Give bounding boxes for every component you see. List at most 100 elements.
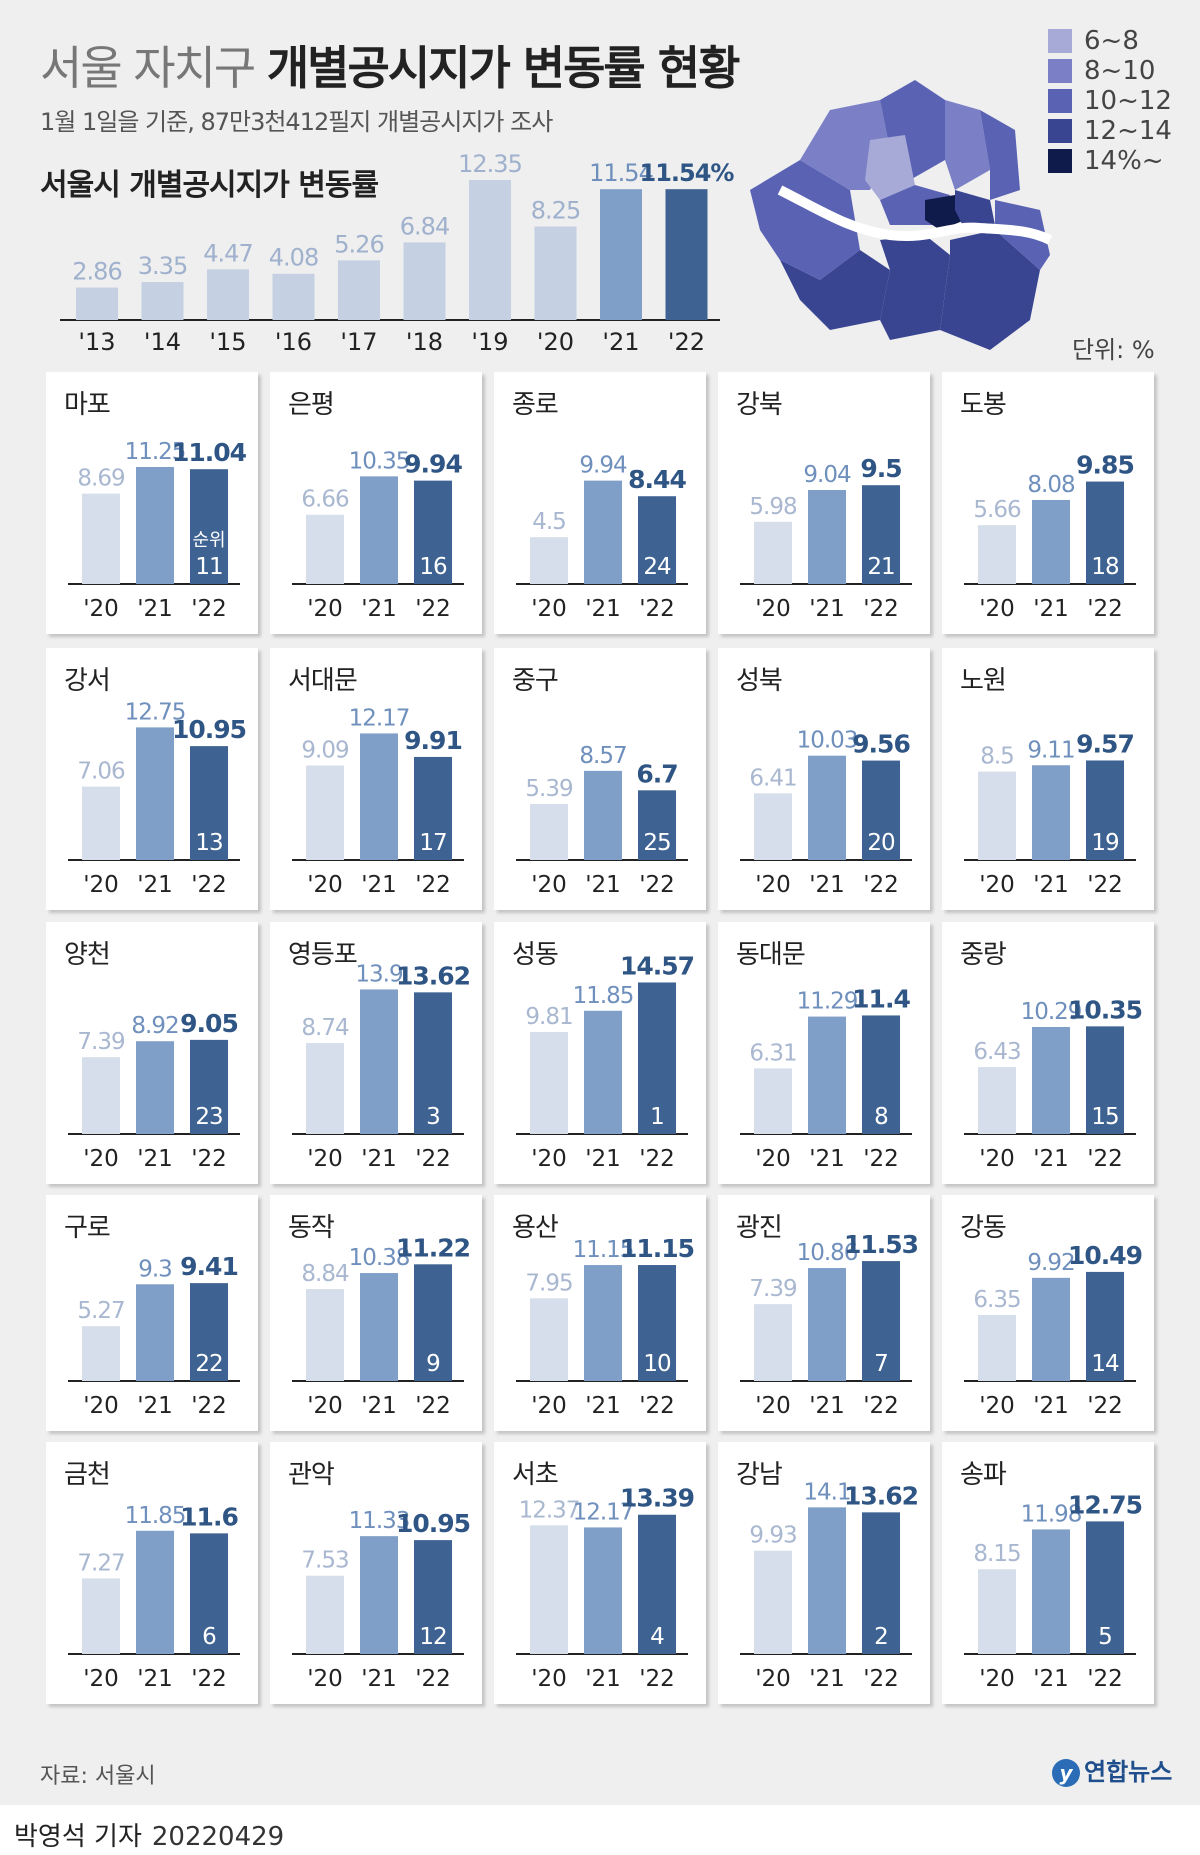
district-x-tick-label: '22 <box>863 1666 899 1692</box>
district-name: 중구 <box>512 666 559 696</box>
yonhap-logo: y 연합뉴스 <box>1052 1752 1172 1787</box>
district-name: 중랑 <box>960 940 1007 970</box>
district-x-tick-label: '20 <box>755 872 791 898</box>
district-name: 강남 <box>736 1460 783 1490</box>
district-x-tick-label: '20 <box>531 872 567 898</box>
district-bar <box>190 746 228 860</box>
district-panel: 양천 7.39 '20 8.92 '21 9.05 '22 23 <box>46 922 258 1184</box>
district-bar <box>82 1578 120 1654</box>
infographic: 서울 자치구 개별공시지가 변동률 현황 1월 1일을 기준, 87만3천412… <box>0 0 1200 1805</box>
district-value-label: 13.39 <box>620 1484 694 1513</box>
district-x-tick-label: '21 <box>137 872 173 898</box>
district-panel: 노원 8.5 '20 9.11 '21 9.57 '22 19 <box>942 648 1154 910</box>
byline: 박영석 기자 20220429 <box>14 1816 284 1853</box>
main-bar <box>469 180 511 320</box>
district-value-label: 10.29 <box>1021 999 1082 1025</box>
district-rank-label: 24 <box>643 554 671 580</box>
district-bar <box>306 1289 344 1381</box>
district-bar-chart: 7.39 '20 8.92 '21 9.05 '22 23 <box>68 1009 240 1172</box>
district-bar <box>808 489 846 584</box>
district-panel: 광진 7.39 '20 10.86 '21 11.53 '22 7 <box>718 1195 930 1431</box>
main-bar <box>141 282 184 320</box>
district-panel: 구로 5.27 '20 9.3 '21 9.41 '22 22 <box>46 1195 258 1431</box>
district-value-label: 4.5 <box>532 509 566 535</box>
legend-label: 14%~ <box>1084 146 1164 176</box>
district-value-label: 9.09 <box>301 737 349 763</box>
district-x-tick-label: '22 <box>639 1666 675 1692</box>
district-x-tick-label: '20 <box>755 1666 791 1692</box>
district-bar-chart: 7.39 '20 10.86 '21 11.53 '22 7 <box>740 1230 919 1419</box>
district-value-label: 11.6 <box>180 1502 238 1531</box>
district-value-label: 9.94 <box>404 450 462 479</box>
map-han-river <box>777 185 1053 245</box>
district-bar <box>638 496 676 584</box>
district-rank-label: 13 <box>195 830 222 856</box>
district-bar <box>414 1540 452 1654</box>
district-value-label: 8.57 <box>579 743 626 769</box>
district-x-tick-label: '20 <box>531 1393 567 1419</box>
district-bar <box>1032 1529 1070 1654</box>
district-rank-label: 6 <box>202 1624 216 1650</box>
district-x-tick-label: '21 <box>361 1666 397 1692</box>
district-name: 관악 <box>288 1460 335 1490</box>
district-bar <box>136 1041 174 1134</box>
district-name: 종로 <box>512 390 559 420</box>
main-bar-chart: 2.86 '13 3.35 '14 4.47 '15 4.08 '16 5.26 '17 6.84 '… <box>60 150 735 356</box>
map-district-south <box>880 235 950 340</box>
district-name: 영등포 <box>288 940 358 970</box>
district-value-label: 6.31 <box>749 1040 796 1066</box>
district-rank-label: 23 <box>195 1104 222 1130</box>
main-x-tick-label: '15 <box>209 328 246 356</box>
district-name: 금천 <box>64 1460 111 1490</box>
district-rank-label: 21 <box>867 554 894 580</box>
title-bold: 개별공시지가 변동률 현황 <box>266 41 741 95</box>
district-name: 강동 <box>960 1213 1007 1243</box>
district-value-label: 9.3 <box>138 1256 172 1282</box>
district-name: 강서 <box>64 666 111 696</box>
legend-label: 12~14 <box>1084 116 1172 146</box>
district-rank-label: 20 <box>867 830 895 856</box>
district-x-tick-label: '22 <box>191 1666 227 1692</box>
district-bar <box>1032 1277 1070 1381</box>
district-value-label: 11.33 <box>349 1508 410 1534</box>
district-bar <box>754 793 792 860</box>
district-value-label: 12.75 <box>1068 1490 1142 1519</box>
district-panel: 마포 8.69 '20 11.25 '21 11.04 '22 11 순위 <box>46 372 258 634</box>
main-x-tick-label: '17 <box>340 328 377 356</box>
district-x-tick-label: '20 <box>979 1146 1015 1172</box>
district-value-label: 9.92 <box>1027 1250 1074 1276</box>
main-bar <box>600 189 642 320</box>
district-rank-label: 10 <box>643 1351 671 1377</box>
district-x-tick-label: '21 <box>361 1146 397 1172</box>
district-bar <box>82 1326 120 1381</box>
main-x-tick-label: '16 <box>275 328 312 356</box>
district-x-tick-label: '22 <box>191 596 227 622</box>
district-x-tick-label: '22 <box>191 1146 227 1172</box>
district-value-label: 13.62 <box>396 961 470 990</box>
district-x-tick-label: '21 <box>809 1146 845 1172</box>
main-x-tick-label: '20 <box>537 328 574 356</box>
main-bar <box>534 226 577 320</box>
main-bar <box>272 273 315 320</box>
district-rank-label: 16 <box>419 554 447 580</box>
district-bar <box>82 1057 120 1134</box>
district-panel: 송파 8.15 '20 11.98 '21 12.75 '22 5 <box>942 1442 1154 1704</box>
district-x-tick-label: '20 <box>83 596 119 622</box>
district-value-label: 13.9 <box>355 961 403 987</box>
district-x-tick-label: '21 <box>585 1666 621 1692</box>
district-panel: 도봉 5.66 '20 8.08 '21 9.85 '22 18 <box>942 372 1154 634</box>
legend-swatch <box>1048 89 1072 113</box>
district-value-label: 13.62 <box>844 1481 918 1510</box>
district-bar <box>754 1550 792 1654</box>
district-x-tick-label: '20 <box>307 596 343 622</box>
map-district-gwangjin <box>955 190 995 230</box>
district-name: 광진 <box>736 1213 783 1243</box>
district-value-label: 7.39 <box>77 1029 125 1055</box>
district-x-tick-label: '21 <box>1033 596 1069 622</box>
district-x-tick-label: '21 <box>585 1393 621 1419</box>
district-value-label: 7.06 <box>77 759 125 785</box>
district-bar <box>1086 1026 1124 1134</box>
district-bar <box>862 485 900 584</box>
district-bar <box>978 1067 1016 1134</box>
district-x-tick-label: '20 <box>307 1146 343 1172</box>
